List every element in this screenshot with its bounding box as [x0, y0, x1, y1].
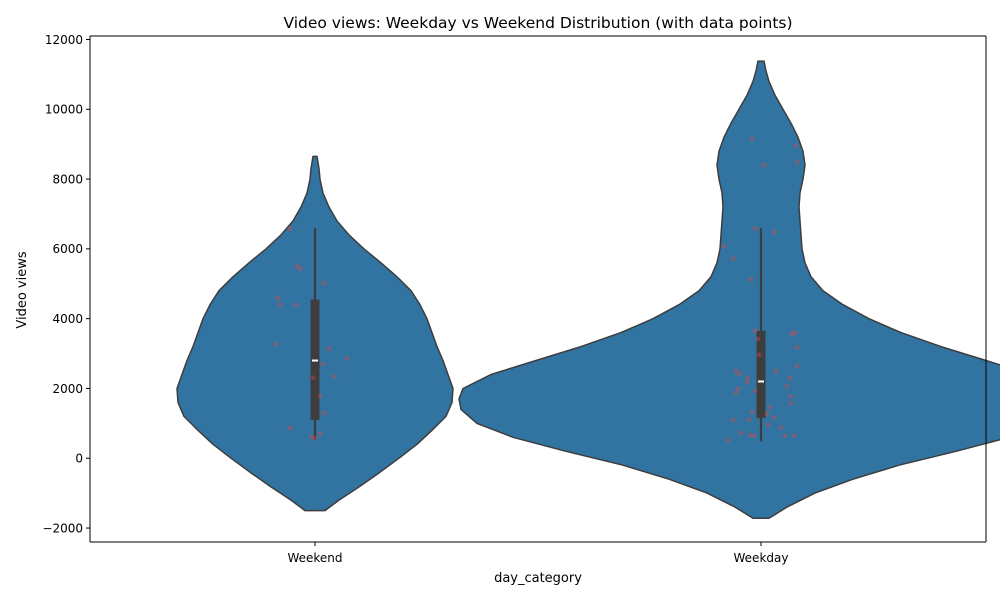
- y-tick-label: 4000: [52, 312, 83, 326]
- data-point-weekend-15: [287, 425, 293, 431]
- data-point-weekday-18: [736, 371, 742, 377]
- y-tick-label: 6000: [52, 242, 83, 256]
- data-point-weekday-8: [748, 277, 754, 282]
- data-point-weekend-13: [317, 394, 323, 399]
- data-point-weekday-32: [730, 417, 736, 423]
- y-axis-label: Video views: [15, 251, 30, 328]
- data-point-weekday-10: [755, 336, 761, 342]
- data-point-weekend-17: [308, 434, 314, 440]
- data-point-weekday-2: [794, 159, 800, 165]
- data-point-weekday-11: [789, 331, 795, 337]
- data-point-weekday-24: [752, 388, 758, 394]
- axes-layer: −2000 0 2000 4000 6000 8000 10000 12000 Weekend W…: [42, 33, 987, 565]
- chart-title: Video views: Weekday vs Weekend Distribu…: [283, 14, 792, 32]
- data-point-weekday-6: [771, 229, 777, 235]
- data-point-weekday-9: [752, 328, 758, 334]
- data-point-weekend-2: [297, 266, 303, 272]
- y-tick-label: 10000: [45, 103, 83, 117]
- data-point-weekday-26: [788, 394, 794, 399]
- data-point-weekday-40: [791, 433, 797, 438]
- data-point-weekday-3: [761, 162, 767, 168]
- iqr-box-weekday: [756, 330, 766, 419]
- data-point-weekday-33: [746, 417, 752, 422]
- y-tick-label: 2000: [52, 382, 83, 396]
- data-point-weekend-9: [344, 356, 350, 361]
- data-point-weekday-16: [733, 368, 739, 374]
- data-point-weekend-11: [331, 374, 337, 379]
- data-point-weekday-19: [745, 375, 751, 381]
- data-point-weekday-13: [794, 344, 800, 350]
- data-point-weekday-34: [765, 422, 771, 428]
- data-point-weekend-5: [277, 302, 283, 308]
- data-point-weekend-16: [317, 431, 323, 437]
- data-point-weekday-37: [747, 432, 753, 438]
- violins-layer: [176, 60, 1000, 520]
- data-point-weekend-18: [312, 435, 318, 441]
- data-point-weekday-27: [788, 400, 794, 406]
- x-axis-label: day_category: [494, 571, 582, 586]
- data-point-weekend-7: [273, 341, 279, 347]
- data-point-weekday-5: [752, 226, 758, 232]
- data-point-weekday-31: [771, 415, 777, 421]
- data-point-weekday-41: [725, 438, 731, 443]
- data-point-weekday-23: [735, 386, 741, 392]
- x-tick-label: Weekend: [287, 551, 342, 565]
- data-point-weekend-12: [310, 375, 316, 381]
- y-tick-label: 12000: [45, 33, 83, 47]
- x-tick-label: Weekday: [734, 551, 789, 565]
- data-point-weekday-38: [751, 433, 757, 438]
- data-point-weekend-10: [320, 361, 326, 367]
- data-point-weekday-7: [730, 256, 736, 262]
- data-point-weekday-28: [767, 404, 773, 410]
- data-point-weekday-25: [733, 390, 739, 396]
- data-point-weekday-4: [721, 243, 727, 249]
- data-point-weekday-36: [738, 430, 744, 436]
- data-point-weekday-21: [744, 379, 750, 385]
- data-point-weekday-39: [782, 433, 788, 438]
- data-point-weekday-0: [749, 136, 755, 142]
- data-point-weekday-35: [778, 425, 784, 430]
- data-point-weekend-6: [293, 302, 299, 308]
- data-point-weekday-12: [792, 330, 798, 336]
- data-point-weekday-15: [794, 363, 800, 369]
- data-point-weekend-1: [294, 263, 300, 269]
- data-point-weekend-3: [321, 280, 327, 286]
- data-point-weekend-4: [275, 295, 281, 301]
- data-point-weekend-8: [326, 346, 332, 352]
- data-point-weekend-14: [321, 410, 327, 416]
- y-tick-label: −2000: [42, 521, 83, 535]
- data-point-weekday-20: [787, 375, 793, 381]
- data-point-weekend-0: [287, 226, 293, 232]
- data-point-weekday-30: [764, 411, 770, 416]
- data-point-weekday-1: [793, 143, 799, 148]
- data-point-weekday-17: [773, 368, 779, 374]
- data-point-weekday-22: [784, 383, 790, 389]
- y-tick-label: 0: [75, 452, 83, 466]
- data-point-weekday-14: [756, 352, 762, 358]
- data-point-weekday-29: [749, 409, 755, 415]
- violin-weekday: [458, 60, 1000, 520]
- points-layer: [273, 136, 800, 443]
- y-tick-label: 8000: [52, 172, 83, 186]
